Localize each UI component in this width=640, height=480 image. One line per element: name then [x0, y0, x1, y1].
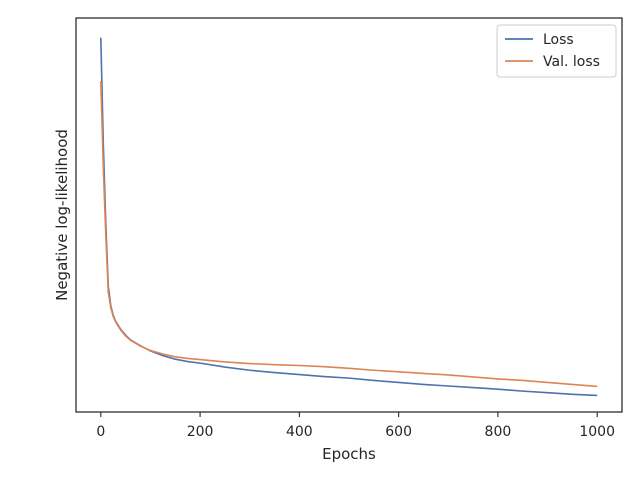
y-axis-label: Negative log-likelihood: [53, 129, 71, 301]
x-tick-label: 1000: [579, 424, 615, 440]
x-tick-label: 800: [485, 424, 512, 440]
legend-box: [496, 24, 617, 78]
plot-frame: [75, 17, 623, 413]
legend-label-2: Val. loss: [543, 54, 600, 70]
x-tick-label: 600: [385, 424, 412, 440]
series-line-2: [100, 81, 598, 388]
x-tick-label: 0: [96, 424, 105, 440]
x-tick-label: 400: [286, 424, 313, 440]
x-tick-label: 200: [187, 424, 214, 440]
x-axis-ticks: 0 200 400 600 800 1000: [96, 412, 615, 440]
legend: Loss Val. loss: [496, 24, 617, 78]
series-layer: [100, 37, 598, 397]
x-axis-label: Epochs: [322, 445, 376, 463]
legend-label-1: Loss: [543, 32, 574, 48]
